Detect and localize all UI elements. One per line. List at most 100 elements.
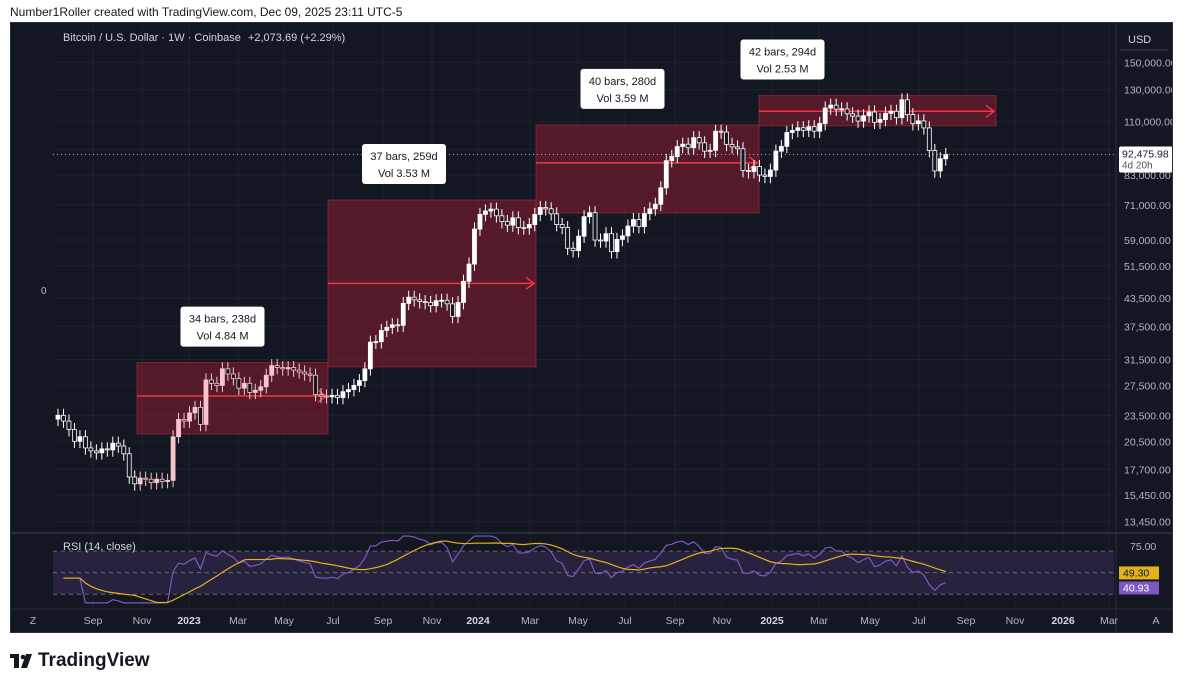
candle-body — [844, 108, 850, 115]
candle-body — [66, 420, 72, 431]
time-tick-label: May — [860, 615, 881, 627]
chart-canvas[interactable]: 34 bars, 238d Vol 4.84 M 37 bars, 259d Vol … — [11, 23, 1172, 632]
measure-label-box — [180, 306, 265, 347]
candle-body — [800, 127, 806, 131]
rsi-title[interactable]: RSI (14, close) — [63, 541, 136, 553]
candle-body — [740, 148, 746, 171]
candle-body — [296, 369, 302, 373]
candle-body — [411, 296, 417, 301]
candle-body — [176, 419, 181, 438]
candle-body — [406, 296, 412, 304]
candle-body — [132, 476, 138, 485]
candle-body — [362, 368, 368, 381]
candle-body — [230, 373, 236, 379]
time-tick-label: Mar — [521, 615, 540, 627]
candle-body — [417, 299, 423, 302]
candle-body — [729, 143, 735, 148]
price-tick-label: 15,450.00 — [1124, 490, 1171, 502]
candle-body — [899, 99, 905, 119]
candle-body — [400, 302, 406, 326]
price-axis-bg — [1116, 23, 1172, 632]
time-tick-label: Z — [30, 615, 37, 627]
candle-body — [603, 233, 609, 242]
candle-body — [263, 374, 269, 388]
candle-body — [762, 174, 768, 177]
candle-body — [768, 169, 773, 177]
candle-body — [165, 479, 171, 482]
candle-body — [285, 367, 291, 370]
candle-body — [757, 166, 762, 176]
candle-body — [483, 210, 488, 215]
measure-label-vol: Vol 4.84 M — [197, 331, 249, 343]
candle-body — [346, 389, 351, 393]
candle-body — [137, 477, 143, 485]
chart-frame[interactable]: 34 bars, 238d Vol 4.84 M 37 bars, 259d Vol … — [10, 22, 1173, 633]
price-tick-label: 83,000.00 — [1124, 170, 1171, 182]
candle-body — [422, 301, 428, 303]
time-tick-label: Mar — [810, 615, 829, 627]
candle-body — [680, 143, 686, 147]
time-tick-label: Sep — [957, 615, 976, 627]
candle-body — [439, 299, 445, 302]
candle-body — [198, 406, 203, 425]
candle-body — [581, 216, 587, 237]
candle-body — [691, 137, 697, 149]
candle-body — [652, 203, 658, 210]
candle-body — [598, 239, 603, 242]
candle-body — [395, 324, 401, 327]
candle-body — [565, 227, 571, 249]
candle-body — [203, 379, 209, 425]
candle-body — [93, 450, 99, 454]
time-tick-label: Sep — [666, 615, 685, 627]
candle-body — [877, 119, 883, 123]
symbol-title: Bitcoin / U.S. Dollar · 1W · Coinbase — [63, 32, 241, 44]
price-tick-label: 71,000.00 — [1124, 200, 1171, 212]
time-tick-label: Nov — [133, 615, 152, 627]
candle-body — [532, 214, 538, 225]
tradingview-logo: TradingView — [10, 650, 150, 672]
current-price-badge — [1119, 146, 1172, 173]
candle-body — [340, 391, 346, 398]
candle-body — [866, 111, 872, 117]
candle-body — [702, 142, 708, 152]
candle-body — [625, 225, 631, 237]
candle-body — [510, 217, 516, 226]
measure-label-box — [362, 144, 446, 185]
candle-body — [905, 99, 910, 116]
candle-body — [526, 224, 532, 229]
candle-body — [143, 477, 149, 480]
time-tick-label: Jul — [912, 615, 925, 627]
candle-body — [554, 213, 560, 225]
candle-body — [493, 208, 499, 217]
candle-body — [181, 419, 187, 422]
candle-body — [83, 436, 88, 449]
candle-body — [696, 137, 702, 144]
candle-body — [499, 215, 505, 222]
measure-arrow-head — [985, 104, 996, 118]
time-tick-label: Nov — [713, 615, 732, 627]
candle-body — [778, 145, 784, 152]
candle-body — [795, 127, 801, 131]
time-tick-label: Jul — [326, 615, 339, 627]
candle-body — [915, 120, 921, 125]
candle-body — [855, 115, 861, 122]
time-tick-label: A — [1152, 615, 1159, 627]
time-tick-label: Nov — [423, 615, 442, 627]
candle-body — [789, 130, 795, 133]
candle-body — [894, 110, 899, 119]
measure-label-vol: Vol 3.59 M — [597, 93, 649, 105]
time-tick-label: Sep — [84, 615, 103, 627]
candle-body — [269, 365, 275, 376]
candle-body — [932, 150, 938, 172]
measure-label-vol: Vol 2.53 M — [757, 64, 809, 76]
candle-body — [373, 341, 379, 344]
candle-body — [674, 146, 680, 157]
measure-label-bars: 40 bars, 280d — [589, 76, 656, 88]
candle-body — [280, 367, 286, 370]
candle-body — [570, 247, 576, 252]
candle-body — [329, 394, 335, 398]
candle-body — [751, 166, 757, 173]
candle-body — [713, 130, 718, 151]
candle-body — [872, 111, 877, 123]
time-tick-label: 2023 — [177, 615, 201, 627]
